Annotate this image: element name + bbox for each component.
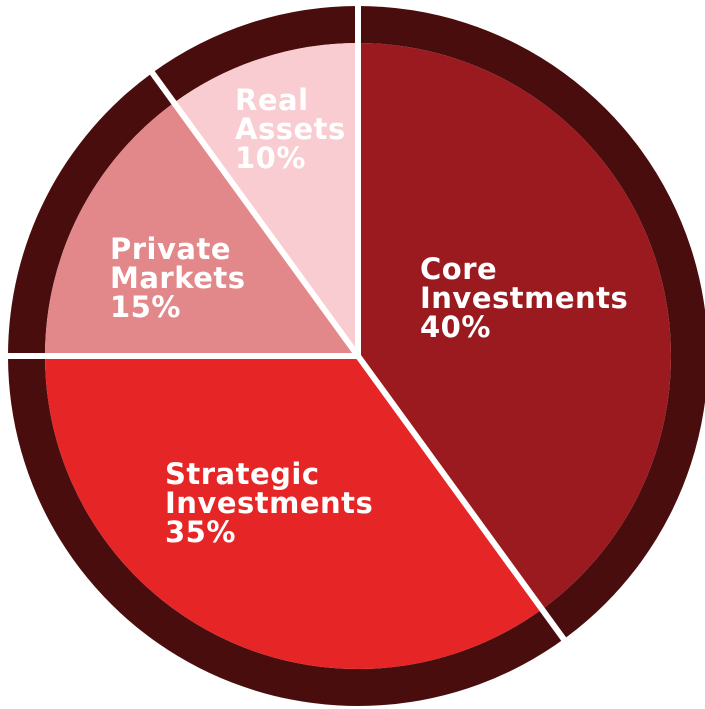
pie-slice bbox=[45, 102, 358, 356]
slice-label: Private Markets 15% bbox=[110, 235, 246, 322]
slice-name: Real Assets bbox=[235, 83, 346, 146]
slice-name: Strategic Investments bbox=[165, 457, 374, 520]
slice-name: Private Markets bbox=[110, 232, 246, 295]
slice-value: 35% bbox=[165, 515, 236, 549]
pie-slice bbox=[358, 43, 671, 610]
ring-segment bbox=[8, 356, 564, 706]
pie-slice bbox=[45, 356, 542, 669]
slice-label: Core Investments 40% bbox=[420, 255, 628, 342]
slice-label: Strategic Investments 35% bbox=[165, 460, 373, 547]
slice-value: 15% bbox=[110, 290, 181, 324]
slice-value: 10% bbox=[235, 141, 306, 175]
separator bbox=[143, 62, 361, 358]
ring-segment bbox=[8, 72, 175, 356]
slice-value: 40% bbox=[420, 310, 491, 344]
slice-name: Core Investments bbox=[420, 252, 629, 315]
separator bbox=[355, 354, 573, 650]
ring-segment bbox=[152, 6, 358, 103]
pie-slice bbox=[174, 43, 358, 356]
slice-label: Real Assets 10% bbox=[235, 86, 346, 173]
ring-segment bbox=[358, 6, 705, 640]
